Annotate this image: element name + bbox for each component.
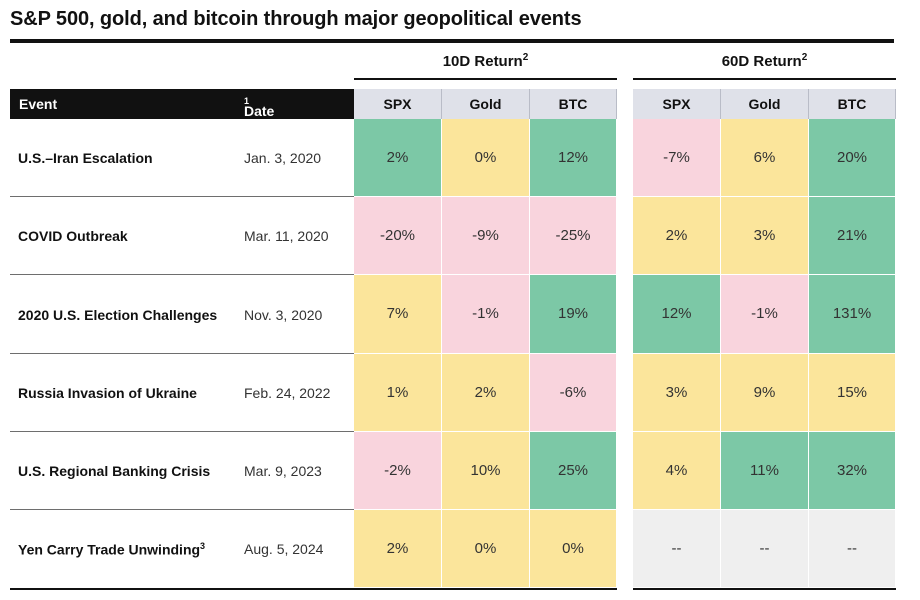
cell-10d-btc: 19%: [530, 275, 617, 354]
cell-10d-btc: -6%: [530, 353, 617, 432]
cell-10d-spx: 2%: [354, 510, 442, 589]
cell-10d-spx: -20%: [354, 197, 442, 276]
event-name-text: 2020 U.S. Election Challenges: [18, 306, 218, 323]
group-label-10d: 10D Return: [442, 53, 523, 70]
event-name: Yen Carry Trade Unwinding3: [18, 541, 205, 558]
cell-60d-gold: -1%: [721, 275, 809, 354]
group-header-60d: 60D Return2: [633, 52, 896, 80]
event-footnote-sup: 3: [200, 541, 206, 552]
cell-10d-spx: 1%: [354, 353, 442, 432]
event-date: Mar. 9, 2023: [244, 462, 322, 479]
cell-60d-spx: --: [633, 510, 721, 589]
event-name: COVID Outbreak: [18, 228, 128, 244]
cell-10d-spx: -2%: [354, 431, 442, 510]
event-name: Russia Invasion of Ukraine: [18, 385, 197, 401]
cell-10d-btc: 0%: [530, 510, 617, 589]
date-header-label: Date: [244, 103, 275, 119]
cell-10d-spx: 7%: [354, 275, 442, 354]
cell-60d-spx: 12%: [633, 275, 721, 354]
cell-60d-btc: 21%: [809, 197, 896, 276]
cell-10d-gold: -1%: [442, 275, 530, 354]
cell-10d-gold: -9%: [442, 197, 530, 276]
cell-60d-spx: 3%: [633, 353, 721, 432]
event-date: Aug. 5, 2024: [244, 541, 324, 558]
cell-60d-spx: 2%: [633, 197, 721, 276]
cell-10d-btc: 12%: [530, 119, 617, 198]
event-name-text: COVID Outbreak: [18, 228, 128, 245]
cell-10d-gold: 2%: [442, 353, 530, 432]
cell-60d-btc: 131%: [809, 275, 896, 354]
cell-10d-gold: 0%: [442, 510, 530, 589]
event-name-text: U.S.–Iran Escalation: [18, 150, 153, 167]
cell-10d-gold: 10%: [442, 431, 530, 510]
row-divider: [10, 274, 354, 276]
row-divider: [10, 352, 354, 354]
col-header-60d-spx: SPX: [633, 89, 721, 119]
cell-60d-btc: 20%: [809, 119, 896, 198]
cell-60d-gold: 11%: [721, 431, 809, 510]
row-divider: [10, 196, 354, 198]
table-bottom-rule-60d: [633, 588, 896, 590]
event-date: Feb. 24, 2022: [244, 384, 331, 401]
group-sup-10d: 2: [522, 52, 529, 63]
col-header-10d-btc: BTC: [530, 89, 617, 119]
col-header-60d-gold: Gold: [721, 89, 809, 119]
cell-10d-btc: 25%: [530, 431, 617, 510]
table-bottom-rule-left: [10, 588, 354, 590]
cell-10d-spx: 2%: [354, 119, 442, 198]
cell-60d-spx: 4%: [633, 431, 721, 510]
event-date: Mar. 11, 2020: [244, 228, 329, 245]
title-rule: [10, 39, 894, 43]
event-name: 2020 U.S. Election Challenges: [18, 307, 217, 323]
group-label-60d: 60D Return: [721, 53, 802, 70]
event-name-text: U.S. Regional Banking Crisis: [18, 462, 211, 479]
date-column-header: Date 1: [244, 96, 274, 119]
cell-60d-btc: 32%: [809, 431, 896, 510]
group-sup-60d: 2: [801, 52, 808, 63]
row-divider: [10, 509, 354, 510]
cell-10d-gold: 0%: [442, 119, 530, 198]
cell-10d-btc: -25%: [530, 197, 617, 276]
event-name: U.S.–Iran Escalation: [18, 150, 153, 166]
group-rule-60d: [633, 78, 896, 80]
col-header-10d-gold: Gold: [442, 89, 530, 119]
col-header-10d-spx: SPX: [354, 89, 442, 119]
group-header-10d: 10D Return2: [354, 52, 617, 80]
row-divider: [10, 430, 354, 432]
date-header-sup: 1: [244, 96, 250, 106]
event-name-text: Russia Invasion of Ukraine: [18, 384, 197, 401]
event-name-text: Yen Carry Trade Unwinding: [18, 541, 201, 558]
event-name: U.S. Regional Banking Crisis: [18, 463, 210, 479]
cell-60d-gold: --: [721, 510, 809, 589]
cell-60d-spx: -7%: [633, 119, 721, 198]
table-header-bar: Event Date 1: [10, 89, 354, 119]
event-date: Jan. 3, 2020: [244, 150, 322, 167]
col-header-60d-btc: BTC: [809, 89, 896, 119]
event-column-header: Event: [19, 96, 58, 112]
chart-title: S&P 500, gold, and bitcoin through major…: [10, 8, 582, 30]
group-rule-10d: [354, 78, 617, 80]
cell-60d-gold: 6%: [721, 119, 809, 198]
event-date: Nov. 3, 2020: [244, 306, 323, 323]
cell-60d-gold: 9%: [721, 353, 809, 432]
cell-60d-btc: 15%: [809, 353, 896, 432]
cell-60d-gold: 3%: [721, 197, 809, 276]
table-bottom-rule-10d: [354, 588, 617, 590]
cell-60d-btc: --: [809, 510, 896, 589]
